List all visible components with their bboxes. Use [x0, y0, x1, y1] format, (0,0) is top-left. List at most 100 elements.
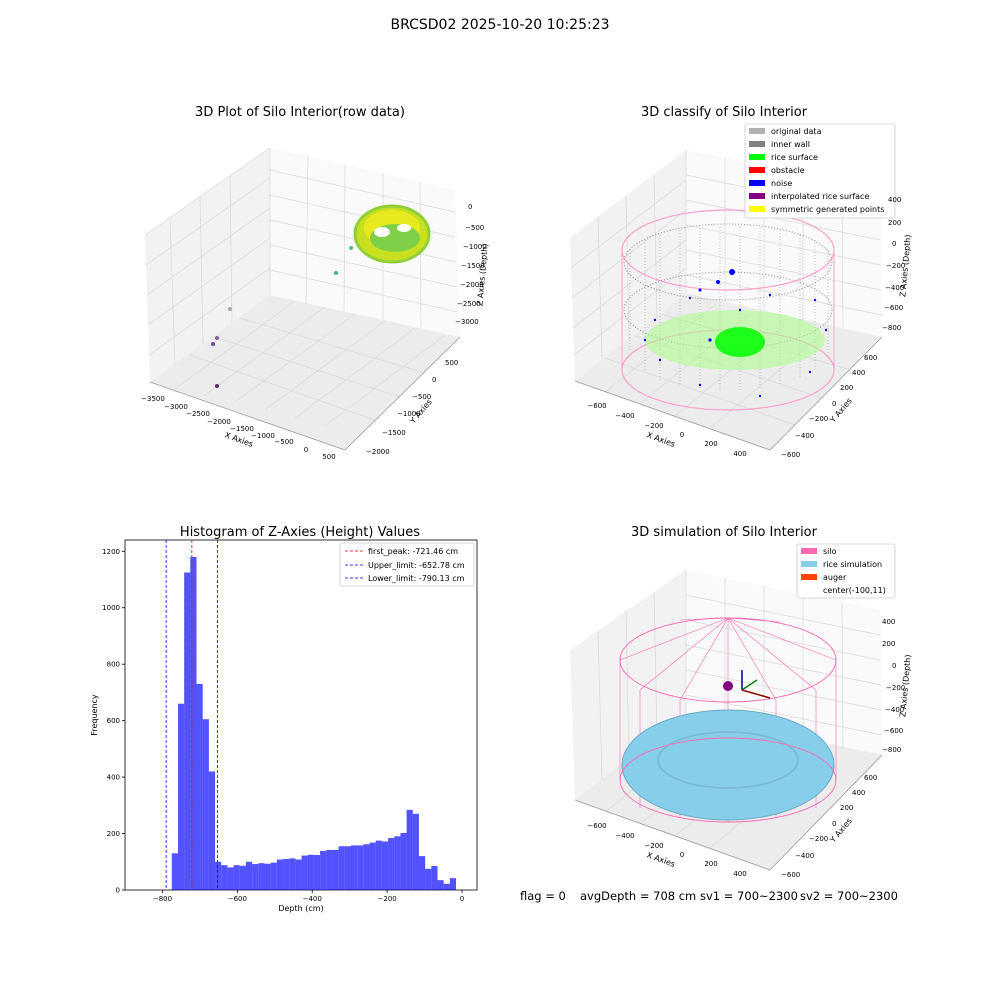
legend-label: original data [771, 127, 822, 136]
histogram-bar [375, 840, 382, 890]
legend-label: symmetric generated points [771, 205, 884, 214]
simulation-legend: silo rice simulation auger center(-100,1… [796, 543, 896, 599]
simulation-y-tick: 400 [852, 789, 865, 797]
histogram-bars [171, 556, 457, 890]
classify-3d-title: 3D classify of Silo Interior [641, 105, 808, 120]
classify-z-tick: −600 [884, 304, 903, 312]
classify-z-tick: 400 [888, 196, 901, 204]
simulation-x-tick: −600 [587, 822, 606, 830]
histogram-bar [171, 853, 178, 890]
histogram-y-tick-label: 1000 [102, 604, 120, 612]
histogram-bar [239, 865, 246, 890]
legend-swatch-auger [801, 574, 817, 580]
simulation-z-tick: 0 [892, 662, 896, 670]
panel-raw-3d: 3D Plot of Silo Interior(row data) [141, 105, 490, 461]
histogram-bar [202, 719, 209, 890]
legend-label: first_peak: -721.46 cm [368, 547, 458, 556]
raw-3d-axes-box [144, 147, 461, 451]
raw-z-tick: 0 [468, 203, 472, 211]
classify-x-tick: −200 [644, 422, 663, 430]
histogram-bar [221, 865, 228, 890]
classify-x-tick-labels: −600 −400 −200 0 200 400 [587, 402, 746, 458]
histogram-bar [295, 859, 302, 890]
classify-y-tick: 600 [864, 354, 877, 362]
legend-label: interpolated rice surface [771, 192, 869, 201]
footer-sv2: sv2 = 700~2300 [800, 889, 898, 903]
simulation-y-tick: −600 [781, 871, 800, 879]
histogram-bar [437, 880, 444, 890]
panel-histogram: Histogram of Z-Axies (Height) Values −80… [90, 525, 478, 913]
classify-zlabel: Z Axies (Depth) [898, 234, 912, 297]
histogram-y-tick-label: 1200 [102, 548, 120, 556]
histogram-bar [320, 851, 327, 890]
histogram-bar [233, 865, 240, 890]
legend-label: center(-100,11) [823, 586, 886, 595]
raw-x-tick: −3500 [141, 395, 165, 403]
classify-z-tick: −400 [885, 284, 904, 292]
simulation-x-tick: −200 [644, 842, 663, 850]
raw-y-tick: −1000 [397, 410, 421, 418]
legend-label: Lower_limit: -790.13 cm [368, 574, 465, 583]
simulation-y-tick: 0 [832, 820, 836, 828]
simulation-3d-title: 3D simulation of Silo Interior [631, 525, 818, 540]
histogram-y-ticks: 0 200 400 600 800 1000 1200 [102, 548, 125, 895]
histogram-reference-lines [165, 540, 218, 890]
figure-suptitle: BRCSD02 2025-10-20 10:25:23 [390, 17, 610, 33]
footer-avg-depth: avgDepth = 708 cm [580, 889, 697, 903]
histogram-x-tick-label: −200 [378, 895, 397, 903]
histogram-plot-area [124, 539, 478, 891]
simulation-x-tick: −400 [615, 832, 634, 840]
classify-z-tick-labels: −800 −600 −400 −200 0 200 400 [882, 196, 905, 332]
raw-x-tick: −2000 [207, 418, 231, 426]
raw-x-tick: −3000 [164, 403, 188, 411]
simulation-x-tick-labels: −600 −400 −200 0 200 400 [587, 822, 746, 878]
legend-swatch-silo [801, 548, 817, 554]
histogram-bar [381, 841, 389, 890]
raw-3d-xlabel: X Axies [223, 430, 254, 449]
legend-label: noise [771, 179, 792, 188]
histogram-ylabel: Frequency [90, 694, 99, 736]
histogram-bar [301, 855, 308, 890]
legend-swatch-symmetric [749, 206, 765, 212]
histogram-x-ticks: −800 −600 −400 −200 0 [153, 890, 464, 903]
histogram-bar [252, 864, 259, 890]
histogram-bar [289, 858, 296, 890]
legend-label: silo [823, 547, 837, 556]
histogram-bar [350, 845, 358, 890]
classify-x-tick: 400 [733, 450, 746, 458]
histogram-bar [283, 858, 290, 890]
raw-x-tick: −1500 [230, 425, 254, 433]
classify-y-tick: 0 [832, 400, 836, 408]
histogram-xlabel: Depth (cm) [278, 904, 323, 913]
raw-y-tick: −2000 [366, 448, 390, 456]
classify-y-tick: −600 [781, 451, 800, 459]
legend-swatch-inner-wall [749, 141, 765, 147]
histogram-y-tick-label: 600 [107, 717, 120, 725]
raw-3d-x-tick-labels: −3500 −3000 −2500 −2000 −1500 −1000 −500… [141, 395, 336, 461]
histogram-bar [400, 832, 407, 890]
raw-z-tick: −1000 [463, 243, 487, 251]
histogram-bar [190, 556, 197, 890]
simulation-z-tick: −400 [885, 706, 904, 714]
simulation-zlabel: Z Axies (Depth) [898, 654, 912, 717]
classify-x-tick: −600 [587, 402, 606, 410]
raw-z-tick: −2000 [460, 281, 484, 289]
histogram-bar [184, 572, 191, 890]
simulation-x-tick: 0 [680, 851, 684, 859]
classify-x-tick: −400 [615, 412, 634, 420]
simulation-y-tick: −400 [795, 852, 814, 860]
classify-z-tick: −200 [886, 262, 905, 270]
legend-swatch-rice-surface [749, 154, 765, 160]
classify-z-tick: 0 [892, 240, 896, 248]
classify-z-tick: 200 [888, 219, 901, 227]
histogram-bar [245, 861, 253, 890]
raw-z-tick: −2500 [457, 300, 481, 308]
histogram-bar [388, 838, 395, 890]
legend-label: auger [823, 573, 847, 582]
histogram-x-tick-label: 0 [460, 895, 464, 903]
legend-swatch-original [749, 128, 765, 134]
simulation-x-tick: 200 [704, 860, 717, 868]
legend-label: obstacle [771, 166, 805, 175]
raw-y-tick: −500 [412, 393, 431, 401]
